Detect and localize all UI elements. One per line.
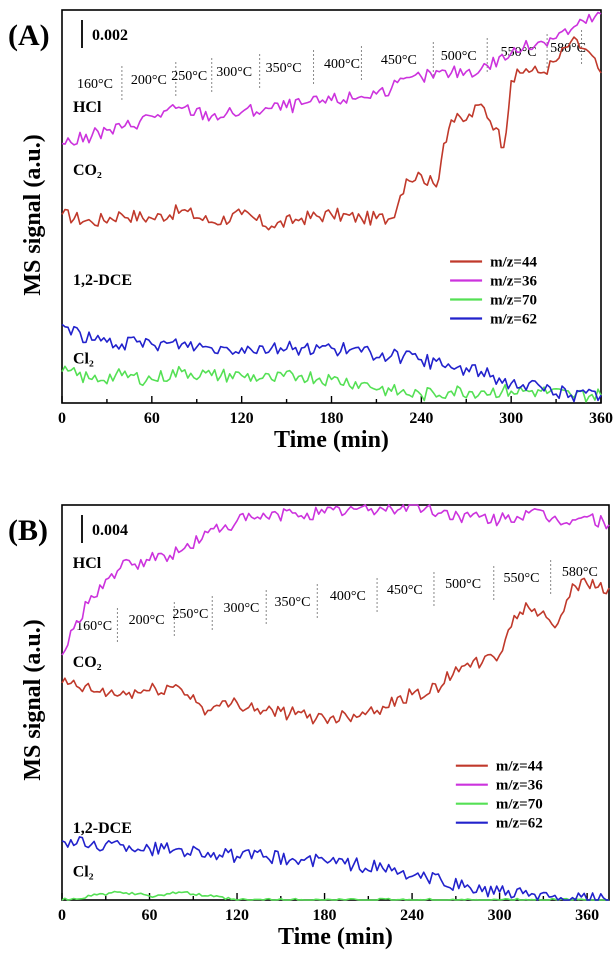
temperature-label: 350°C	[275, 595, 311, 610]
y-axis-title-a: MS signal (a.u.)	[20, 134, 46, 295]
legend-label: m/z=36	[490, 274, 537, 290]
x-tick-label: 60	[142, 907, 158, 924]
species-label: 1,2-DCE	[73, 820, 132, 837]
panel-label: (A)	[8, 19, 50, 52]
panel-label: (B)	[8, 514, 48, 547]
x-tick-label: 60	[144, 410, 160, 427]
temperature-label: 500°C	[445, 577, 481, 592]
scale-bar-label: 0.004	[92, 522, 128, 539]
series-line-mz44	[61, 577, 610, 725]
temperature-label: 200°C	[129, 613, 165, 628]
temperature-label: 160°C	[77, 77, 113, 92]
species-label: CO₂	[73, 162, 102, 179]
legend-label: m/z=44	[490, 255, 537, 271]
x-tick-label: 240	[400, 907, 424, 924]
x-tick-label: 180	[320, 410, 344, 427]
temperature-label: 580°C	[550, 41, 586, 56]
temperature-label: 550°C	[504, 571, 540, 586]
legend-label: m/z=36	[496, 778, 543, 794]
series-line-mz70	[61, 365, 602, 403]
temperature-label: 500°C	[441, 49, 477, 64]
x-tick-label: 360	[575, 907, 599, 924]
scale-bar-label: 0.002	[92, 27, 128, 44]
temperature-label: 250°C	[172, 607, 208, 622]
x-tick-label: 0	[58, 907, 66, 924]
temperature-label: 160°C	[76, 619, 112, 634]
series-line-mz36	[61, 504, 610, 656]
x-tick-label: 300	[499, 410, 523, 427]
x-tick-label: 180	[313, 907, 337, 924]
series-line-mz62	[61, 836, 609, 901]
temperature-label: 300°C	[223, 601, 259, 616]
series-line-mz36	[61, 11, 602, 146]
x-tick-label: 300	[488, 907, 512, 924]
temperature-label: 350°C	[266, 61, 302, 76]
x-tick-label: 0	[58, 410, 66, 427]
temperature-label: 250°C	[171, 69, 207, 84]
species-label: CO₂	[73, 654, 102, 671]
x-tick-label: 360	[589, 410, 613, 427]
y-axis-title-b: MS signal (a.u.)	[20, 619, 46, 780]
legend-label: m/z=62	[490, 312, 537, 328]
x-tick-label: 120	[230, 410, 254, 427]
temperature-label: 400°C	[330, 589, 366, 604]
temperature-label: 450°C	[387, 583, 423, 598]
temperature-label: 400°C	[324, 57, 360, 72]
species-label: HCl	[73, 99, 102, 116]
x-axis-title: Time (min)	[274, 427, 389, 453]
species-label: Cl₂	[73, 863, 94, 880]
temperature-label: 300°C	[216, 65, 252, 80]
species-label: Cl₂	[73, 351, 94, 368]
x-tick-label: 120	[225, 907, 249, 924]
legend-label: m/z=70	[490, 293, 537, 309]
x-axis-title: Time (min)	[278, 924, 393, 950]
series-line-mz70	[61, 890, 609, 901]
series-line-mz44	[61, 36, 602, 231]
panel-b: (B) 0.004 0 60 120 180 240 300 360 Time (min) 160°…	[8, 504, 610, 950]
series-line-mz62	[61, 323, 602, 403]
legend-label: m/z=70	[496, 797, 543, 813]
species-label: HCl	[73, 555, 102, 572]
species-label: 1,2-DCE	[73, 272, 132, 289]
x-tick-label: 240	[409, 410, 433, 427]
legend-label: m/z=44	[496, 759, 543, 775]
legend-label: m/z=62	[496, 816, 543, 832]
temperature-label: 580°C	[562, 565, 598, 580]
temperature-label: 450°C	[381, 53, 417, 68]
panel-a: (A) 0.002 0 60 120 180 240 300 360 Time (min) 160°…	[8, 9, 613, 453]
temperature-label: 200°C	[131, 73, 167, 88]
